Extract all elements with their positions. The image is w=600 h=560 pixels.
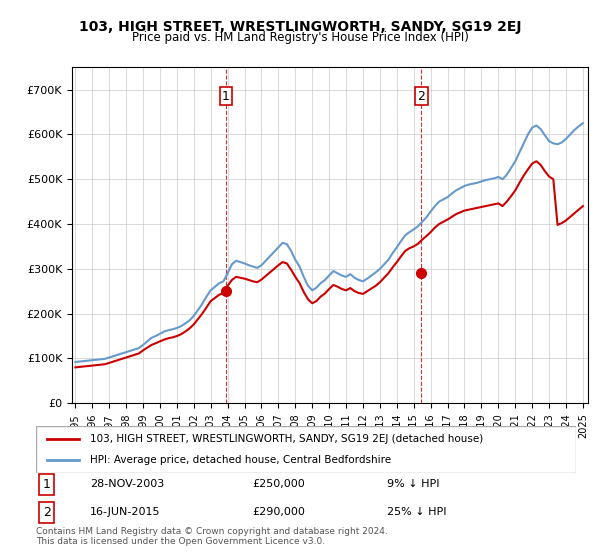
Text: HPI: Average price, detached house, Central Bedfordshire: HPI: Average price, detached house, Cent… [90, 455, 391, 465]
Text: 28-NOV-2003: 28-NOV-2003 [90, 479, 164, 489]
Text: 103, HIGH STREET, WRESTLINGWORTH, SANDY, SG19 2EJ: 103, HIGH STREET, WRESTLINGWORTH, SANDY,… [79, 20, 521, 34]
Text: 16-JUN-2015: 16-JUN-2015 [90, 507, 161, 517]
Text: 2: 2 [43, 506, 51, 519]
Text: 1: 1 [43, 478, 51, 491]
Text: 2: 2 [418, 90, 425, 102]
Text: £290,000: £290,000 [252, 507, 305, 517]
Text: 25% ↓ HPI: 25% ↓ HPI [387, 507, 446, 517]
Text: £250,000: £250,000 [252, 479, 305, 489]
Text: 1: 1 [222, 90, 230, 102]
Text: 103, HIGH STREET, WRESTLINGWORTH, SANDY, SG19 2EJ (detached house): 103, HIGH STREET, WRESTLINGWORTH, SANDY,… [90, 434, 483, 444]
Text: Contains HM Land Registry data © Crown copyright and database right 2024.
This d: Contains HM Land Registry data © Crown c… [36, 526, 388, 546]
Text: Price paid vs. HM Land Registry's House Price Index (HPI): Price paid vs. HM Land Registry's House … [131, 31, 469, 44]
Text: 9% ↓ HPI: 9% ↓ HPI [387, 479, 439, 489]
FancyBboxPatch shape [36, 426, 576, 473]
